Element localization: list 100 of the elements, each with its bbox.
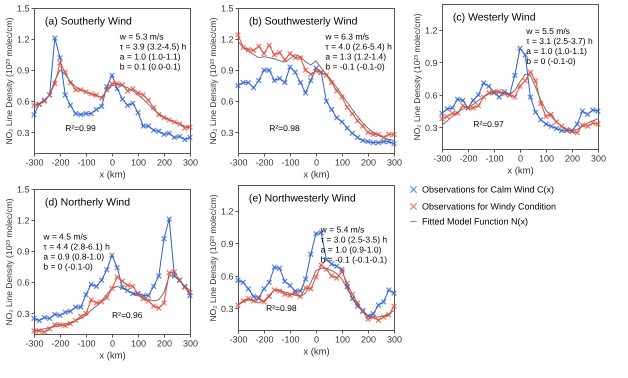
annotation: τ = 4.4 (2.8-6.1) h (43, 242, 110, 252)
annotation: w = 5.3 m/s (118, 32, 164, 42)
text: (a) Southerly Wind (44, 16, 132, 28)
y-tick-label: 0.9 (16, 246, 30, 257)
x-tick-label: 200 (156, 338, 172, 348)
point (344, 125, 350, 132)
point (134, 110, 142, 116)
y-tick-label: 1.2 (16, 216, 30, 226)
text: (e) Northwesterly Wind (248, 192, 356, 205)
y-tick-label: 1.2 (220, 206, 234, 216)
point (516, 45, 524, 52)
y-tick-label: 0.9 (220, 238, 234, 249)
point (62, 69, 68, 76)
annotation: w = 5.4 m/s (320, 224, 364, 235)
annotation: R²=0.99 (65, 123, 96, 133)
x-tick-label: 100 (130, 338, 146, 348)
x-tick-label: -200 (51, 338, 70, 348)
point (286, 50, 294, 57)
point (150, 283, 157, 290)
point (250, 84, 257, 91)
y-tick-label: 0.6 (16, 96, 30, 107)
point (256, 77, 262, 84)
point (82, 292, 90, 298)
point (292, 69, 298, 76)
point (282, 278, 288, 284)
annotation: b = 0 (-0.1-0) (526, 56, 576, 66)
point (104, 86, 110, 93)
y-axis-title: NO₂ Line Density (10²³ molec/cm) (4, 17, 14, 145)
point (538, 100, 544, 107)
x-tick-label: 300 (182, 158, 198, 168)
legend-label: Observations for Windy Condition (422, 202, 556, 212)
x-tick-label: -100 (485, 154, 504, 164)
x-tick-label: 200 (564, 154, 580, 164)
point (338, 268, 346, 275)
point (52, 34, 58, 42)
x-tick-label: -100 (281, 334, 300, 344)
x-tick-label: 300 (590, 154, 606, 164)
point (260, 286, 268, 292)
point (349, 291, 356, 298)
y-tick-label: 0.6 (220, 96, 234, 107)
y-tick-label: 0.3 (16, 308, 30, 319)
annotation: a = 0.9 (0.8-1.0) (43, 252, 104, 262)
y-axis-title: NO₂ Line Density (10²³ molec/cm) (208, 194, 218, 322)
x-tick-label: -100 (77, 338, 96, 348)
point (475, 92, 482, 98)
point (522, 78, 528, 84)
x-tick-label: -300 (25, 338, 44, 348)
x-axis-title: x (km) (507, 166, 534, 176)
y-tick-label: 0.9 (220, 66, 234, 76)
annotation: b = 0 (-0.1-0) (43, 262, 93, 272)
point (323, 98, 330, 104)
y-tick-label: 1.5 (16, 4, 30, 14)
annotation: w = 4.5 m/s (42, 232, 88, 242)
annotation: τ = 3.1 (2.5-3.7) h (526, 36, 593, 46)
x-tick-label: 300 (182, 338, 198, 348)
x-axis-title: x (km) (99, 350, 126, 362)
y-tick-label: 0.6 (424, 90, 438, 100)
point (338, 118, 346, 125)
point (334, 114, 340, 121)
point (532, 109, 539, 116)
point (354, 300, 361, 306)
x-tick-label: -300 (229, 158, 248, 168)
y-axis-title: NO₂ Line Density (10²³ molec/cm) (4, 198, 14, 326)
point (114, 264, 120, 271)
annotation: R²=0.97 (473, 119, 504, 129)
x-axis-title: x (km) (99, 170, 126, 180)
point (266, 293, 272, 300)
y-axis-title: NO₂ Line Density (10²³ molec/cm) (208, 17, 218, 145)
x-tick-label: -300 (433, 154, 452, 164)
point (56, 60, 64, 66)
y-tick-label: 0.3 (424, 122, 438, 133)
point (328, 106, 335, 113)
point (114, 274, 120, 280)
x-tick-label: 300 (386, 158, 402, 168)
x-tick-label: 100 (130, 158, 146, 168)
x-tick-label: -200 (255, 158, 274, 168)
x-tick-label: -200 (51, 158, 70, 168)
y-tick-label: 1.2 (424, 25, 438, 36)
x-tick-label: -300 (229, 334, 248, 344)
point (62, 92, 68, 98)
x-tick-label: 100 (334, 158, 350, 168)
point (318, 262, 324, 268)
point (297, 80, 304, 86)
point (496, 94, 502, 100)
x-tick-label: 200 (156, 158, 172, 168)
y-tick-label: 1.2 (220, 34, 234, 45)
point (302, 67, 309, 74)
y-axis-title: NO₂ Line Density (10²³ molec/cm) (412, 13, 422, 141)
point (349, 296, 356, 302)
line-series (238, 268, 394, 318)
point (104, 294, 110, 301)
point (266, 279, 272, 286)
x-tick-label: 0 (314, 158, 320, 168)
point (308, 77, 314, 84)
x-tick-label: 200 (360, 158, 376, 168)
point (171, 272, 178, 280)
annotation: a = 1.0 (1.0-1.1) (120, 52, 181, 62)
point (286, 64, 294, 70)
point (349, 110, 356, 117)
point (104, 266, 110, 273)
